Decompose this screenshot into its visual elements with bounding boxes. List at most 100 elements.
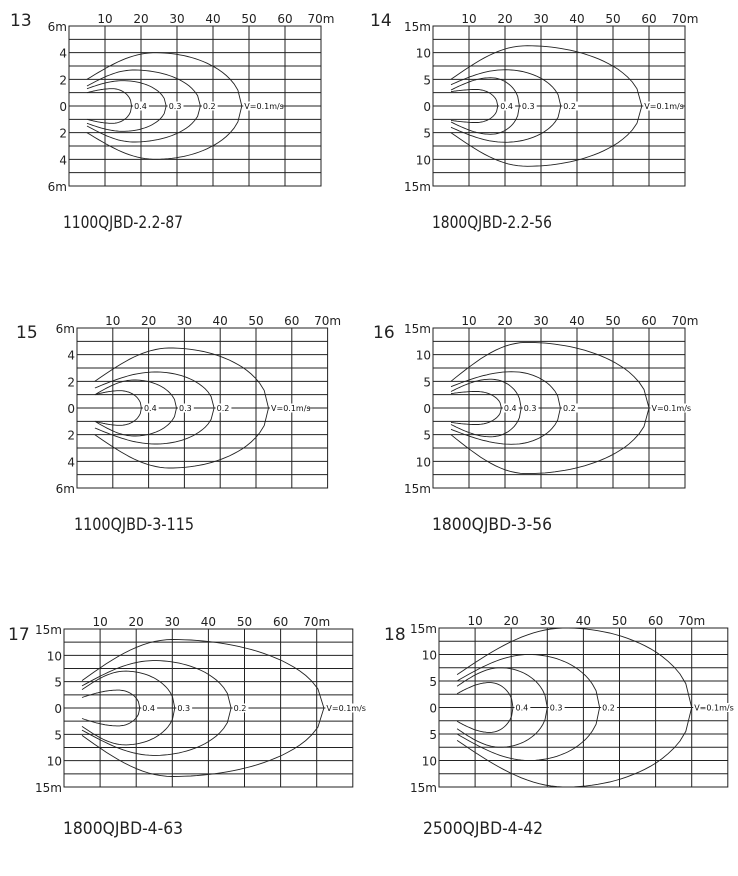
contour-label-bg [167, 101, 184, 111]
y-tick-label: 5 [429, 728, 437, 742]
x-tick-label: 20 [504, 614, 519, 628]
x-tick-label: 20 [497, 12, 512, 26]
contour-label: 0.3 [177, 704, 190, 713]
velocity-contour [86, 52, 243, 160]
x-tick-label: 30 [533, 12, 548, 26]
x-tick-label: 60 [273, 615, 288, 629]
y-tick-label: 5 [423, 429, 431, 443]
contour-label-bg [178, 403, 194, 413]
x-tick-label: 40 [205, 12, 220, 26]
velocity-contour [94, 379, 177, 437]
x-tick-label: 50 [237, 615, 252, 629]
x-tick-label: 70m [672, 12, 699, 26]
x-tick-label: 20 [129, 615, 144, 629]
x-tick-label: 30 [165, 615, 180, 629]
x-tick-label: 50 [248, 314, 263, 328]
velocity-contour [450, 371, 561, 445]
contour-label: 0.2 [203, 102, 216, 111]
y-tick-label: 15m [410, 622, 437, 636]
contour-label: 0.4 [500, 102, 513, 111]
y-tick-label: 5 [423, 127, 431, 141]
grid [63, 628, 354, 788]
y-tick-label: 0 [429, 702, 437, 716]
contour-label-bg [176, 703, 193, 713]
contour-label-bg [325, 703, 365, 713]
panel-caption: 1100QJBD-3-115 [74, 515, 194, 535]
x-tick-label: 30 [169, 12, 184, 26]
y-tick-label: 0 [67, 402, 75, 416]
y-tick-label: 10 [47, 649, 62, 663]
contour-label-bg [562, 101, 579, 111]
contour-label-bg [650, 403, 690, 413]
contour-label-bg [133, 101, 149, 111]
contour-label: V=0.1m/s [326, 704, 366, 713]
velocity-contour [81, 639, 325, 777]
x-tick-label: 40 [213, 314, 228, 328]
y-tick-label: 5 [54, 728, 62, 742]
contour-label-bg [548, 703, 565, 712]
velocity-contour [86, 88, 133, 124]
y-tick-label: 10 [422, 649, 437, 663]
contour-label: V=0.1m/s [652, 404, 692, 413]
contour-label-bg [243, 101, 283, 111]
y-tick-label: 6m [48, 20, 67, 34]
velocity-contour [456, 667, 548, 748]
x-tick-label: 70m [308, 12, 335, 26]
y-tick-label: 15m [35, 623, 62, 637]
contour-label: 0.4 [142, 704, 155, 713]
y-tick-label: 4 [67, 349, 75, 363]
panel-number: 17 [8, 625, 30, 645]
x-tick-label: 30 [177, 314, 192, 328]
contour-label-bg [499, 101, 516, 111]
contour-label-bg [502, 403, 519, 413]
grid [432, 327, 686, 489]
x-tick-label: 20 [497, 314, 512, 328]
y-tick-label: 5 [54, 676, 62, 690]
y-tick-label: 2 [59, 73, 67, 87]
contour-label: 0.4 [516, 704, 529, 713]
contour-label: V=0.1m/s [644, 102, 684, 111]
x-tick-label: 40 [576, 614, 591, 628]
y-tick-label: 10 [416, 47, 431, 61]
x-tick-label: 70m [314, 314, 341, 328]
x-tick-label: 50 [612, 614, 627, 628]
x-tick-label: 10 [97, 12, 112, 26]
y-tick-label: 0 [54, 702, 62, 716]
velocity-contour [450, 391, 502, 425]
contour-label: 0.3 [524, 404, 537, 413]
x-tick-label: 10 [461, 314, 476, 328]
velocity-contour [450, 77, 520, 135]
y-tick-label: 10 [47, 755, 62, 769]
contour-label-bg [215, 403, 232, 413]
panel-number: 18 [384, 625, 406, 645]
velocity-contour [456, 682, 514, 733]
contour-label-bg [561, 403, 578, 413]
y-tick-label: 15m [404, 180, 431, 194]
y-tick-label: 2 [67, 429, 75, 443]
contour-label: 0.2 [563, 102, 576, 111]
y-tick-label: 0 [59, 100, 67, 114]
x-tick-label: 40 [201, 615, 216, 629]
grid [438, 627, 729, 788]
contour-label: 0.3 [550, 704, 563, 713]
x-tick-label: 40 [569, 12, 584, 26]
panel-caption: 2500QJBD-4-42 [423, 819, 543, 839]
y-tick-label: 15m [404, 20, 431, 34]
velocity-contour [450, 69, 562, 143]
y-tick-label: 6m [48, 180, 67, 194]
velocity-contour [94, 390, 142, 426]
velocity-contour [94, 347, 269, 469]
y-tick-label: 6m [56, 482, 75, 496]
contour-label: 0.4 [504, 404, 517, 413]
contour-label-bg [232, 703, 249, 713]
contour-label: 0.4 [144, 404, 157, 413]
velocity-contour [86, 69, 201, 143]
contour-label-bg [643, 101, 683, 111]
contour-label: 0.3 [179, 404, 192, 413]
contour-label-bg [514, 703, 531, 712]
contour-label: 0.2 [602, 704, 615, 713]
panel-caption: 1800QJBD-2.2-56 [432, 213, 552, 233]
